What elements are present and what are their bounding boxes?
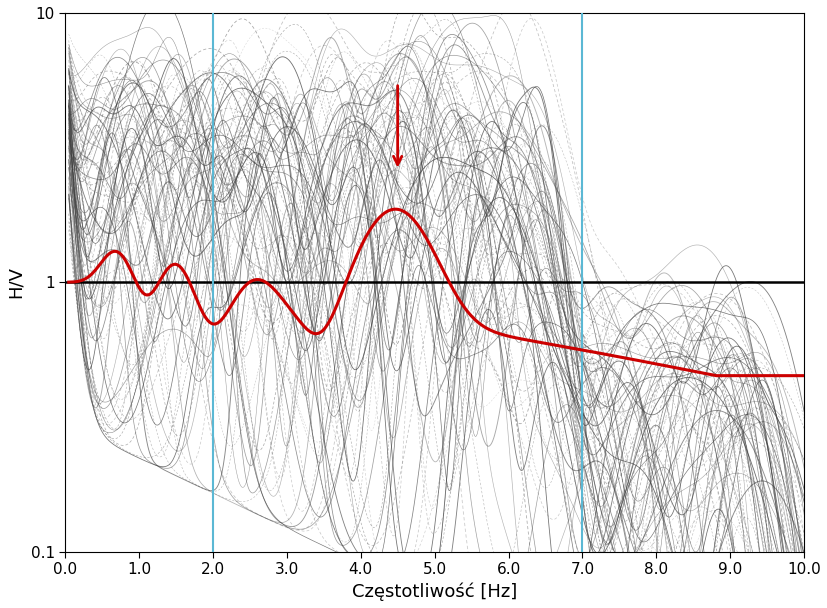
Y-axis label: H/V: H/V (7, 266, 25, 299)
X-axis label: Częstotliwość [Hz]: Częstotliwość [Hz] (351, 582, 517, 601)
